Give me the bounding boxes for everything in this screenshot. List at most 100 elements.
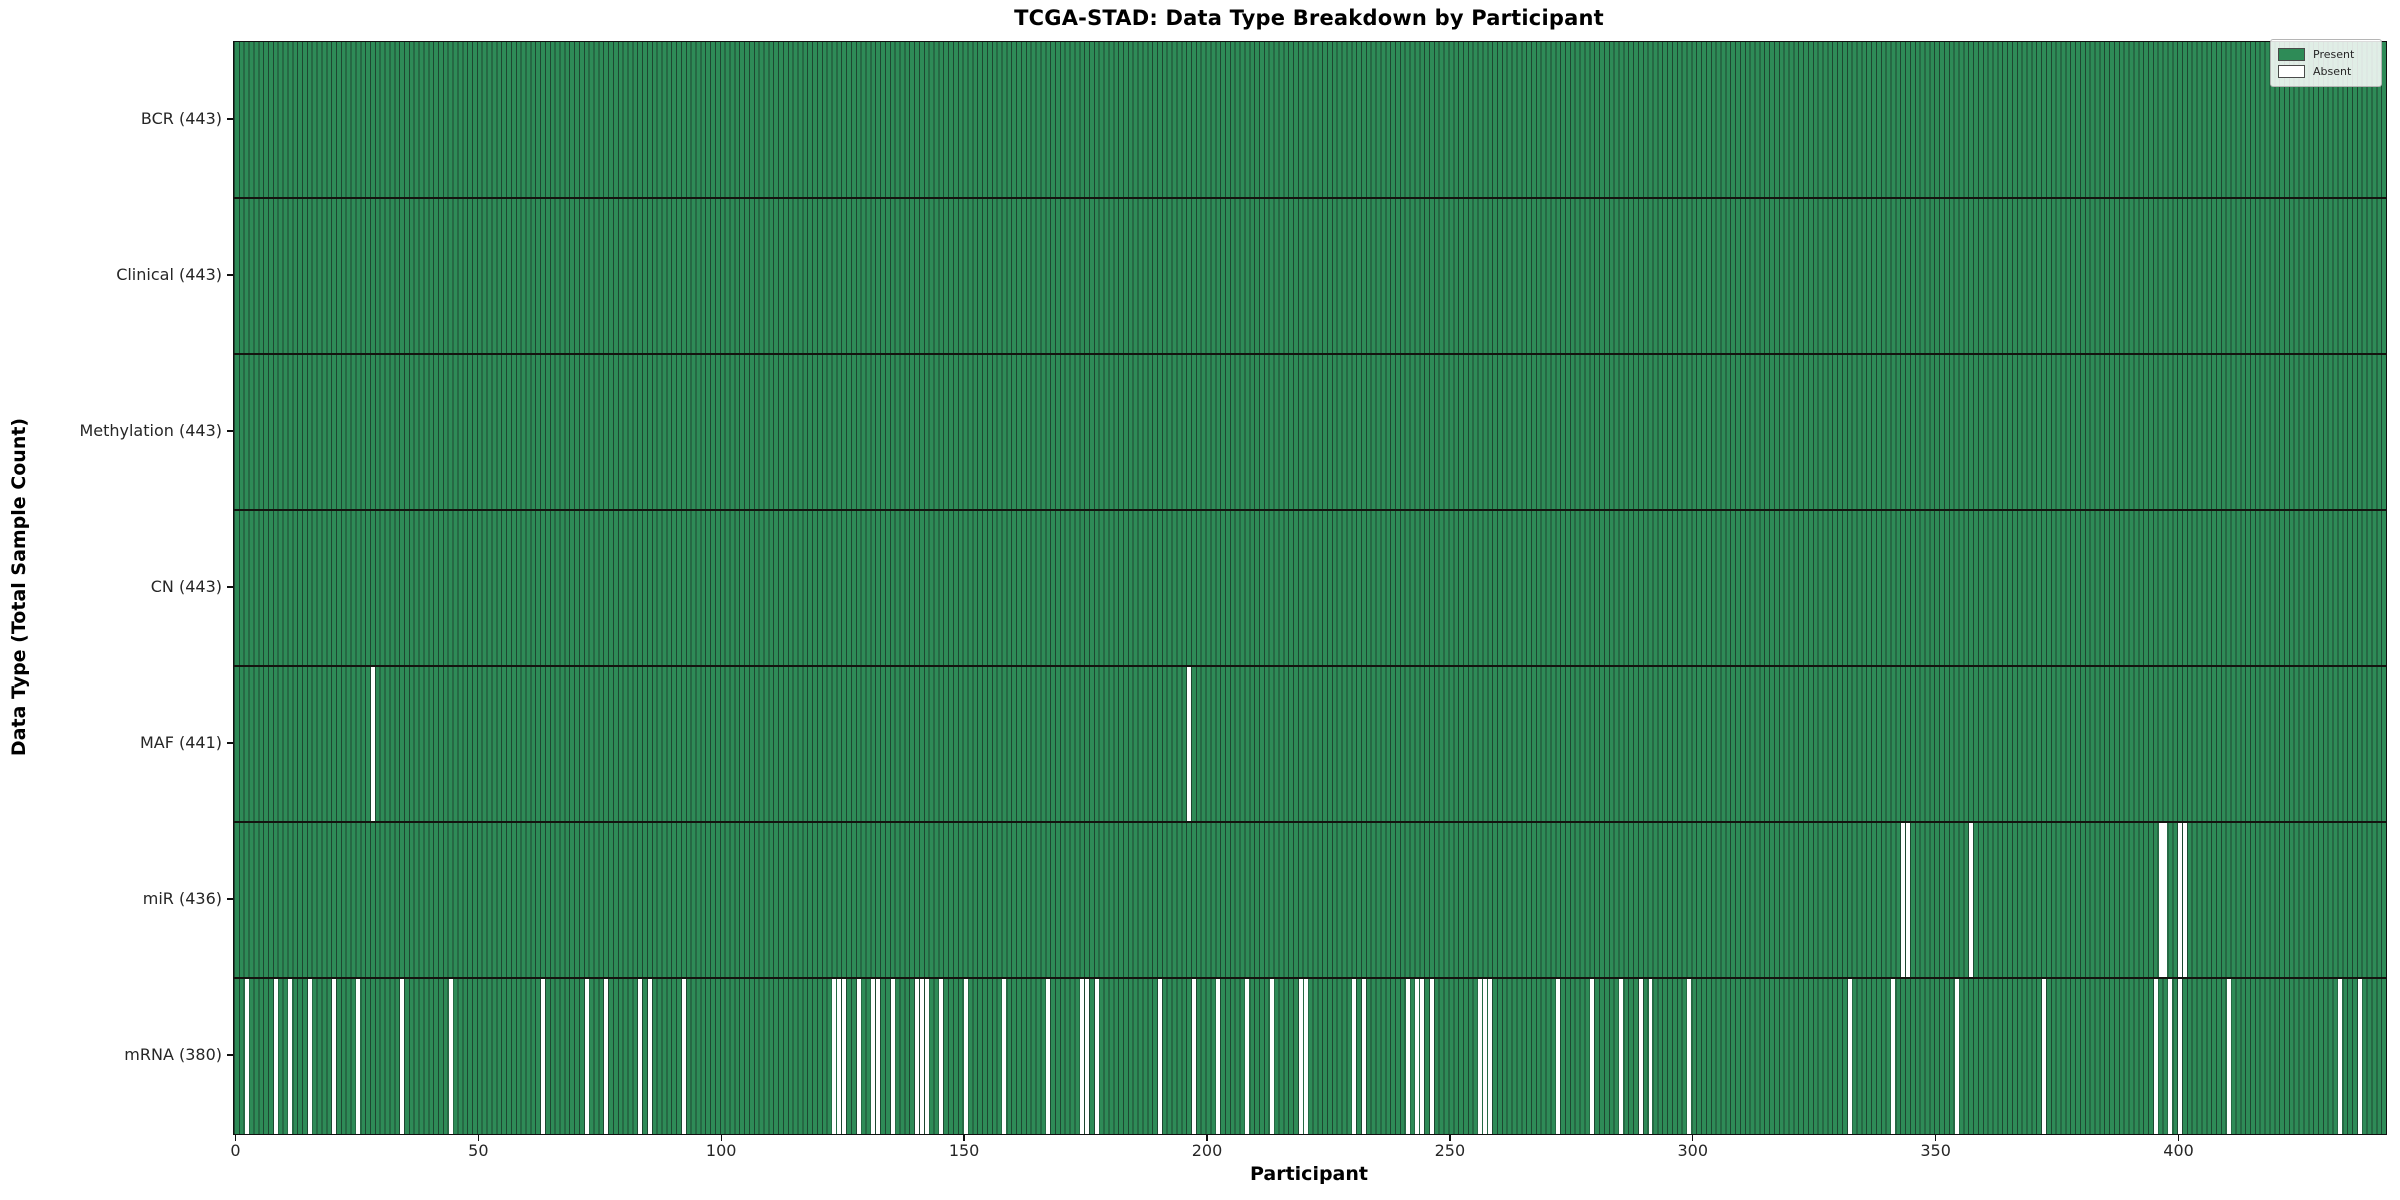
absent-gap — [890, 978, 895, 1134]
absent-gap — [1080, 978, 1085, 1134]
absent-gap — [244, 978, 249, 1134]
absent-gap — [584, 978, 589, 1134]
absent-gap — [1648, 978, 1653, 1134]
legend-absent-label: Absent — [2313, 65, 2352, 78]
x-tick-label: 400 — [2163, 1141, 2194, 1160]
absent-gap — [448, 978, 453, 1134]
row-mir — [234, 822, 2386, 978]
absent-gap — [876, 978, 881, 1134]
absent-gap — [1969, 822, 1974, 978]
row-cn — [234, 510, 2386, 666]
absent-gap — [356, 978, 361, 1134]
x-tick-label: 0 — [230, 1141, 241, 1160]
row-divider — [234, 821, 2386, 823]
x-tick-label: 50 — [468, 1141, 489, 1160]
row-bcr — [234, 42, 2386, 198]
absent-gap — [1002, 978, 1007, 1134]
plot-area — [233, 41, 2387, 1135]
x-tick-label: 350 — [1920, 1141, 1951, 1160]
absent-gap — [1429, 978, 1434, 1134]
row-methylation — [234, 354, 2386, 510]
y-tick-label-maf: MAF (441) — [139, 733, 222, 752]
absent-gap — [1905, 822, 1910, 978]
absent-gap — [1187, 666, 1191, 822]
y-tick-label-mrna: mRNA (380) — [124, 1045, 222, 1064]
absent-gap — [1094, 978, 1099, 1134]
absent-gap — [1687, 978, 1692, 1134]
absent-gap — [1352, 978, 1357, 1134]
x-tick-label: 100 — [705, 1141, 737, 1160]
absent-gap — [400, 978, 405, 1134]
absent-gap — [288, 978, 293, 1134]
absent-gap — [871, 978, 876, 1134]
absent-gap — [2178, 822, 2182, 978]
x-tick-label: 300 — [1677, 1141, 1709, 1160]
x-tick-label: 200 — [1191, 1141, 1223, 1160]
absent-gap — [1638, 978, 1643, 1134]
absent-gap — [681, 978, 686, 1134]
y-tick — [227, 742, 233, 744]
legend-entry-present: Present — [2278, 47, 2374, 62]
x-tick — [234, 1135, 237, 1141]
absent-gap — [1085, 978, 1089, 1134]
absent-gap — [832, 978, 837, 1134]
absent-gap — [307, 978, 312, 1134]
absent-gap — [1483, 978, 1488, 1134]
row-divider — [234, 665, 2386, 667]
absent-gap — [2178, 978, 2182, 1134]
absent-gap — [1891, 978, 1896, 1134]
row-divider — [234, 509, 2386, 511]
legend: Present Absent — [2270, 39, 2382, 87]
y-tick — [227, 274, 233, 276]
absent-gap — [1420, 978, 1425, 1134]
legend-entry-absent: Absent — [2278, 64, 2374, 79]
x-tick — [1692, 1135, 1694, 1141]
absent-gap — [837, 978, 842, 1134]
absent-gap — [1298, 978, 1303, 1134]
x-tick — [477, 1135, 479, 1141]
absent-gap — [1191, 978, 1196, 1134]
absent-gap — [1361, 978, 1366, 1134]
absent-gap — [540, 978, 545, 1134]
absent-gap — [1954, 978, 1959, 1134]
absent-gap — [1303, 978, 1308, 1134]
absent-gap — [1556, 978, 1561, 1134]
y-tick — [227, 586, 233, 588]
chart-title: TCGA-STAD: Data Type Breakdown by Partic… — [1014, 6, 1604, 30]
absent-gap — [856, 978, 861, 1134]
row-divider — [234, 197, 2386, 199]
row-clinical — [234, 198, 2386, 354]
absent-swatch-icon — [2278, 65, 2305, 78]
absent-gap — [2338, 978, 2343, 1134]
y-tick — [227, 1054, 233, 1056]
x-tick — [720, 1135, 722, 1141]
absent-gap — [1216, 978, 1221, 1134]
absent-gap — [842, 978, 847, 1134]
row-divider — [234, 353, 2386, 355]
absent-gap — [1405, 978, 1410, 1134]
absent-gap — [1847, 978, 1852, 1134]
y-tick — [227, 118, 233, 120]
x-tick-label: 250 — [1434, 1141, 1466, 1160]
row-divider — [234, 977, 2386, 979]
y-tick-label-mir: miR (436) — [142, 889, 222, 908]
absent-gap — [1590, 978, 1595, 1134]
absent-gap — [1269, 978, 1274, 1134]
absent-gap — [914, 978, 919, 1134]
absent-gap — [332, 978, 336, 1134]
row-mrna — [234, 978, 2386, 1134]
absent-gap — [2226, 978, 2231, 1134]
y-tick-label-bcr: BCR (443) — [140, 109, 222, 128]
legend-present-label: Present — [2313, 48, 2355, 61]
y-tick — [227, 898, 233, 900]
absent-gap — [939, 978, 944, 1134]
y-tick-label-clinical: Clinical (443) — [116, 265, 222, 284]
x-tick — [1934, 1135, 1937, 1141]
y-tick-label-cn: CN (443) — [150, 577, 222, 596]
absent-gap — [1245, 978, 1250, 1134]
absent-gap — [1901, 822, 1906, 978]
absent-gap — [1478, 978, 1483, 1134]
absent-gap — [273, 978, 278, 1134]
absent-gap — [2041, 978, 2046, 1134]
